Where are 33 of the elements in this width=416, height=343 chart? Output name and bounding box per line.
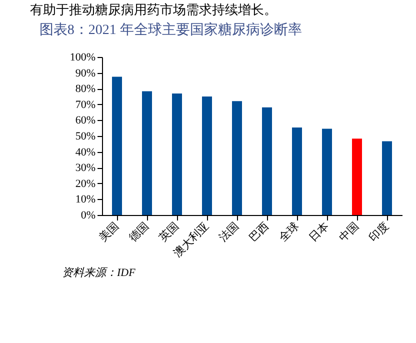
bar bbox=[142, 91, 152, 215]
y-tick-label: 80% bbox=[75, 83, 96, 96]
bar bbox=[112, 76, 122, 215]
x-tick-label: 日本 bbox=[306, 220, 332, 244]
x-tick-label: 美国 bbox=[96, 220, 122, 244]
x-tick-label: 中国 bbox=[336, 220, 362, 244]
y-tick-label: 50% bbox=[75, 130, 96, 142]
y-tick-label: 0% bbox=[80, 210, 96, 222]
y-tick-label: 40% bbox=[75, 146, 96, 158]
x-tick-label: 印度 bbox=[366, 220, 392, 244]
bar bbox=[292, 127, 302, 215]
x-tick-label: 巴西 bbox=[247, 220, 272, 244]
text: 有助于推动糖尿病用药市场需求持续增长。 bbox=[30, 2, 277, 17]
y-tick-label: 10% bbox=[75, 194, 96, 206]
y-tick-label: 70% bbox=[75, 98, 96, 111]
bar bbox=[232, 101, 242, 215]
y-tick-label: 100% bbox=[70, 52, 96, 64]
bar bbox=[202, 96, 212, 215]
bar bbox=[382, 141, 392, 215]
chart-title: 图表8：2021 年全球主要国家糖尿病诊断率 bbox=[39, 22, 302, 38]
x-tick-label: 全球 bbox=[276, 220, 302, 244]
bar bbox=[352, 138, 362, 215]
bar bbox=[172, 94, 182, 215]
x-tick-label: 英国 bbox=[156, 220, 182, 244]
y-tick-label: 60% bbox=[75, 114, 96, 127]
text: 资料来源：IDF bbox=[62, 266, 136, 279]
x-tick-label: 德国 bbox=[127, 220, 152, 244]
y-tick-label: 30% bbox=[75, 162, 96, 174]
y-tick-label: 20% bbox=[75, 178, 96, 190]
bar bbox=[322, 128, 332, 215]
y-tick-label: 90% bbox=[75, 67, 96, 80]
x-tick-label: 法国 bbox=[216, 220, 242, 244]
bar bbox=[262, 107, 272, 215]
